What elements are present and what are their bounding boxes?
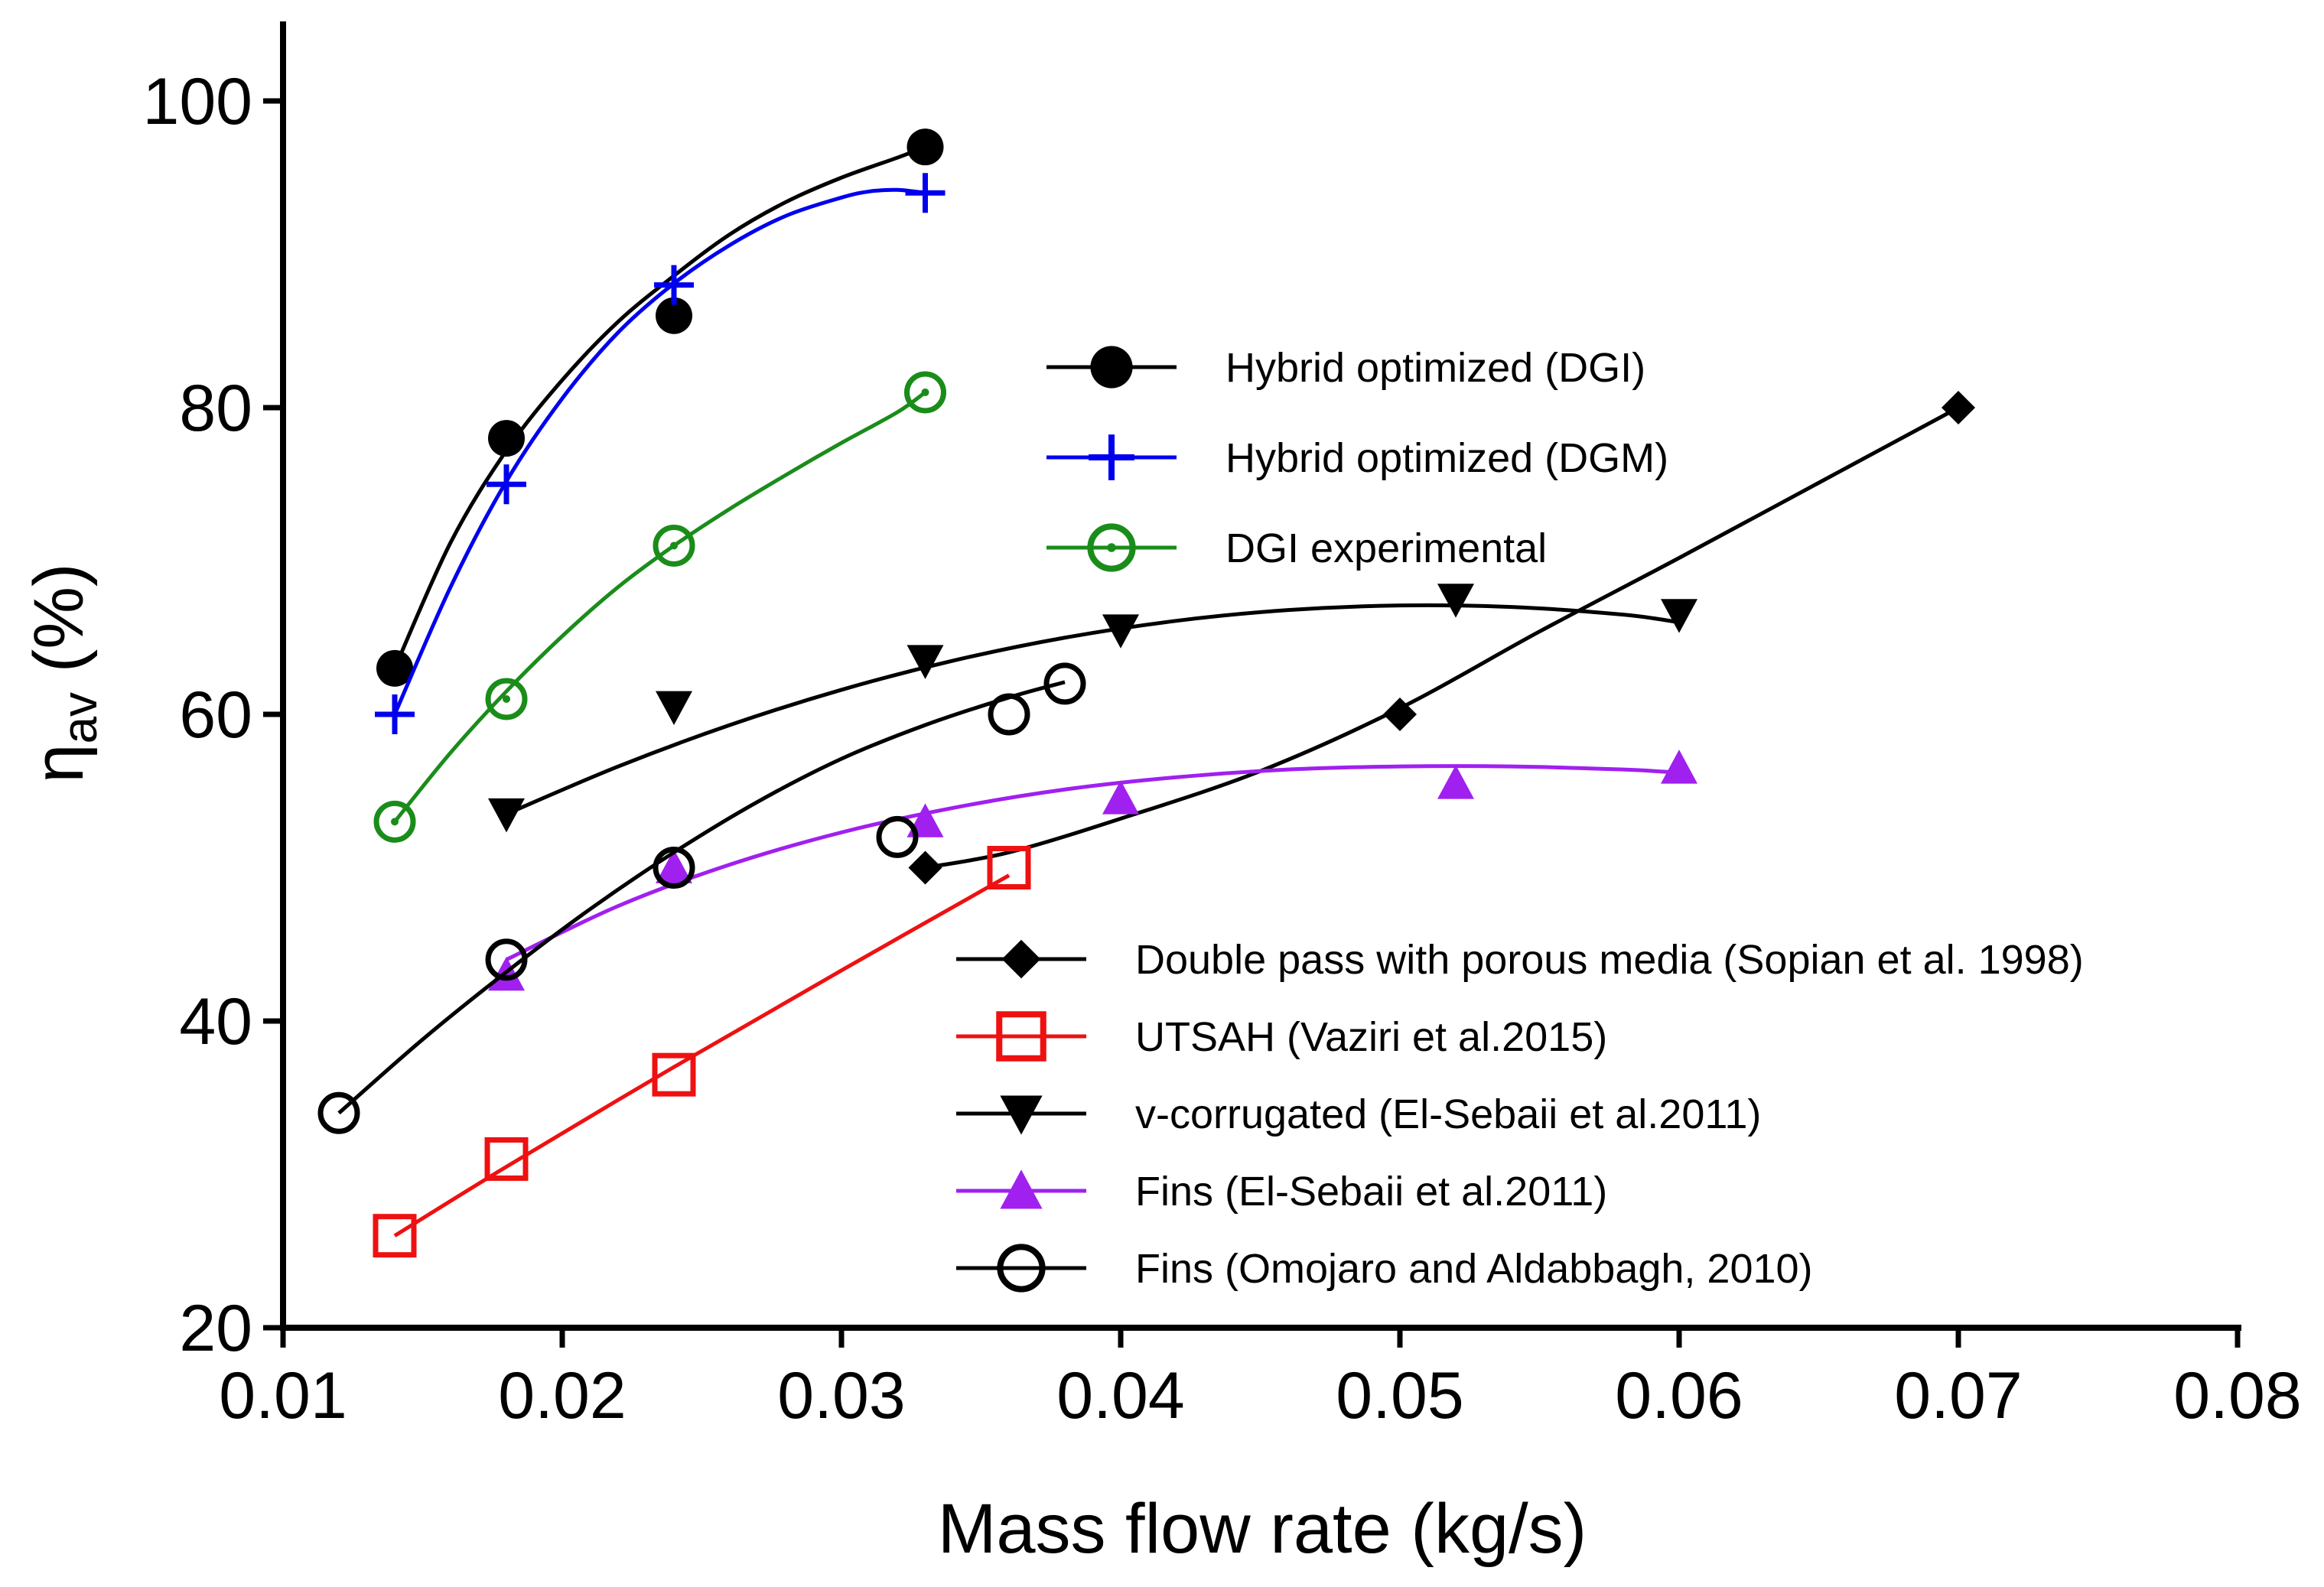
- series-line: [393, 390, 926, 823]
- legend-marker: [1000, 1095, 1043, 1135]
- y-ticks: 20 40 60 80 100: [143, 65, 283, 1365]
- series-dgi-experimental: [373, 371, 946, 843]
- legend-item: Double pass with porous media (Sopian et…: [956, 937, 2084, 983]
- legend-label: Fins (El-Sebaii et al.2011): [1135, 1169, 1607, 1215]
- data-point: [373, 800, 416, 843]
- data-point: [908, 850, 942, 885]
- data-point: [1942, 391, 1975, 424]
- legend-marker: [1000, 1169, 1043, 1209]
- legend-item: UTSAH (Vaziri et al.2015): [956, 1011, 1607, 1062]
- data-point: [1102, 614, 1139, 649]
- legend-item: Fins (El-Sebaii et al.2011): [956, 1169, 1607, 1215]
- legend-label: Double pass with porous media (Sopian et…: [1135, 937, 2084, 983]
- data-point: [375, 694, 415, 734]
- legend-marker: [1090, 346, 1133, 389]
- legend-item: v-corrugated (El-Sebaii et al.2011): [956, 1091, 1761, 1137]
- data-point: [487, 464, 526, 505]
- series-line: [506, 603, 1680, 816]
- data-point: [656, 297, 692, 334]
- series-double-pass-with-porous-media-sopian-et-al-1998: [908, 391, 1975, 885]
- data-point: [1437, 765, 1474, 799]
- data-point: [906, 128, 944, 166]
- legend-lower: Double pass with porous media (Sopian et…: [956, 937, 2084, 1293]
- data-point: [654, 265, 694, 305]
- data-point: [906, 645, 944, 679]
- legend-marker: [1089, 434, 1134, 480]
- x-tick-label: 0.01: [219, 1359, 347, 1433]
- legend-item: Fins (Omojaro and Aldabbagh, 2010): [956, 1244, 1813, 1293]
- series-hybrid-optimized-dgi: [376, 128, 944, 687]
- series-line: [392, 187, 926, 716]
- legend-label: DGI experimental: [1225, 525, 1547, 571]
- data-point: [1661, 750, 1697, 784]
- series-line: [505, 764, 1680, 962]
- x-tick-label: 0.02: [498, 1359, 626, 1433]
- legend-marker: [997, 1244, 1046, 1293]
- data-point: [484, 1137, 529, 1181]
- legend-item: DGI experimental: [1046, 523, 1547, 572]
- legend-label: Fins (Omojaro and Aldabbagh, 2010): [1135, 1246, 1813, 1292]
- data-point: [656, 849, 692, 883]
- legend-label: v-corrugated (El-Sebaii et al.2011): [1135, 1091, 1761, 1137]
- data-point: [485, 678, 528, 720]
- y-tick-label: 20: [179, 1292, 252, 1365]
- legend-label: Hybrid optimized (DGI): [1225, 345, 1645, 391]
- x-tick-label: 0.06: [1615, 1359, 1743, 1433]
- plot-area: [317, 128, 1975, 1258]
- data-point: [653, 847, 695, 889]
- x-tick-label: 0.03: [777, 1359, 905, 1433]
- data-point: [1043, 662, 1086, 705]
- y-tick-label: 100: [143, 65, 253, 138]
- legend-upper: Hybrid optimized (DGI) Hybrid optimized (…: [1046, 345, 1668, 572]
- axes: 0.01 0.02 0.03 0.04 0.05 0.06 0.07 0.08 20 40 60 8…: [143, 21, 2302, 1433]
- data-point: [317, 1091, 360, 1134]
- y-tick-label: 40: [179, 985, 252, 1059]
- x-tick-label: 0.07: [1894, 1359, 2022, 1433]
- series-line: [925, 405, 1960, 870]
- data-point: [656, 691, 692, 725]
- series-utsah-vaziri-et-al-2015: [373, 846, 1031, 1258]
- data-point: [653, 524, 695, 567]
- legend-label: Hybrid optimized (DGM): [1225, 435, 1668, 481]
- data-point: [652, 1052, 696, 1097]
- y-axis-title: ηav (%): [20, 563, 107, 782]
- data-point: [1661, 599, 1697, 633]
- data-point: [376, 649, 413, 687]
- series-line: [337, 680, 1066, 1115]
- y-axis-title-subscript: av: [52, 692, 107, 744]
- data-point: [904, 371, 946, 414]
- y-tick-label: 80: [179, 372, 252, 445]
- data-point: [485, 938, 528, 981]
- series-v-corrugated-el-sebaii-et-al-2011: [488, 584, 1697, 833]
- legend-item: Hybrid optimized (DGM): [1046, 434, 1668, 481]
- y-axis-title-unit: (%): [20, 563, 98, 692]
- data-point: [905, 173, 946, 213]
- y-axis-title-symbol: η: [20, 744, 98, 783]
- x-ticks: 0.01 0.02 0.03 0.04 0.05 0.06 0.07 0.08: [219, 1328, 2302, 1433]
- series-hybrid-optimized-dgm: [375, 173, 946, 734]
- legend-label: UTSAH (Vaziri et al.2015): [1135, 1014, 1607, 1060]
- data-point: [876, 815, 919, 858]
- data-point: [373, 1214, 417, 1258]
- series-line: [393, 873, 1011, 1237]
- series-fins-omojaro-and-aldabbagh-2010: [317, 662, 1086, 1134]
- data-point: [488, 798, 525, 833]
- data-point: [1383, 698, 1417, 731]
- data-point: [987, 846, 1031, 889]
- legend-marker: [1001, 939, 1041, 979]
- data-point: [1437, 584, 1474, 618]
- x-axis-title: Mass flow rate (kg/s): [938, 1490, 1587, 1568]
- x-tick-label: 0.08: [2173, 1359, 2301, 1433]
- data-point: [988, 693, 1030, 736]
- legend-marker: [1087, 523, 1136, 572]
- x-tick-label: 0.04: [1056, 1359, 1184, 1433]
- x-tick-label: 0.05: [1336, 1359, 1463, 1433]
- legend-item: Hybrid optimized (DGI): [1046, 345, 1645, 391]
- data-point: [1102, 780, 1139, 815]
- data-point: [488, 420, 525, 457]
- legend-marker: [996, 1011, 1046, 1062]
- series-line: [392, 145, 926, 669]
- y-tick-label: 60: [179, 678, 252, 752]
